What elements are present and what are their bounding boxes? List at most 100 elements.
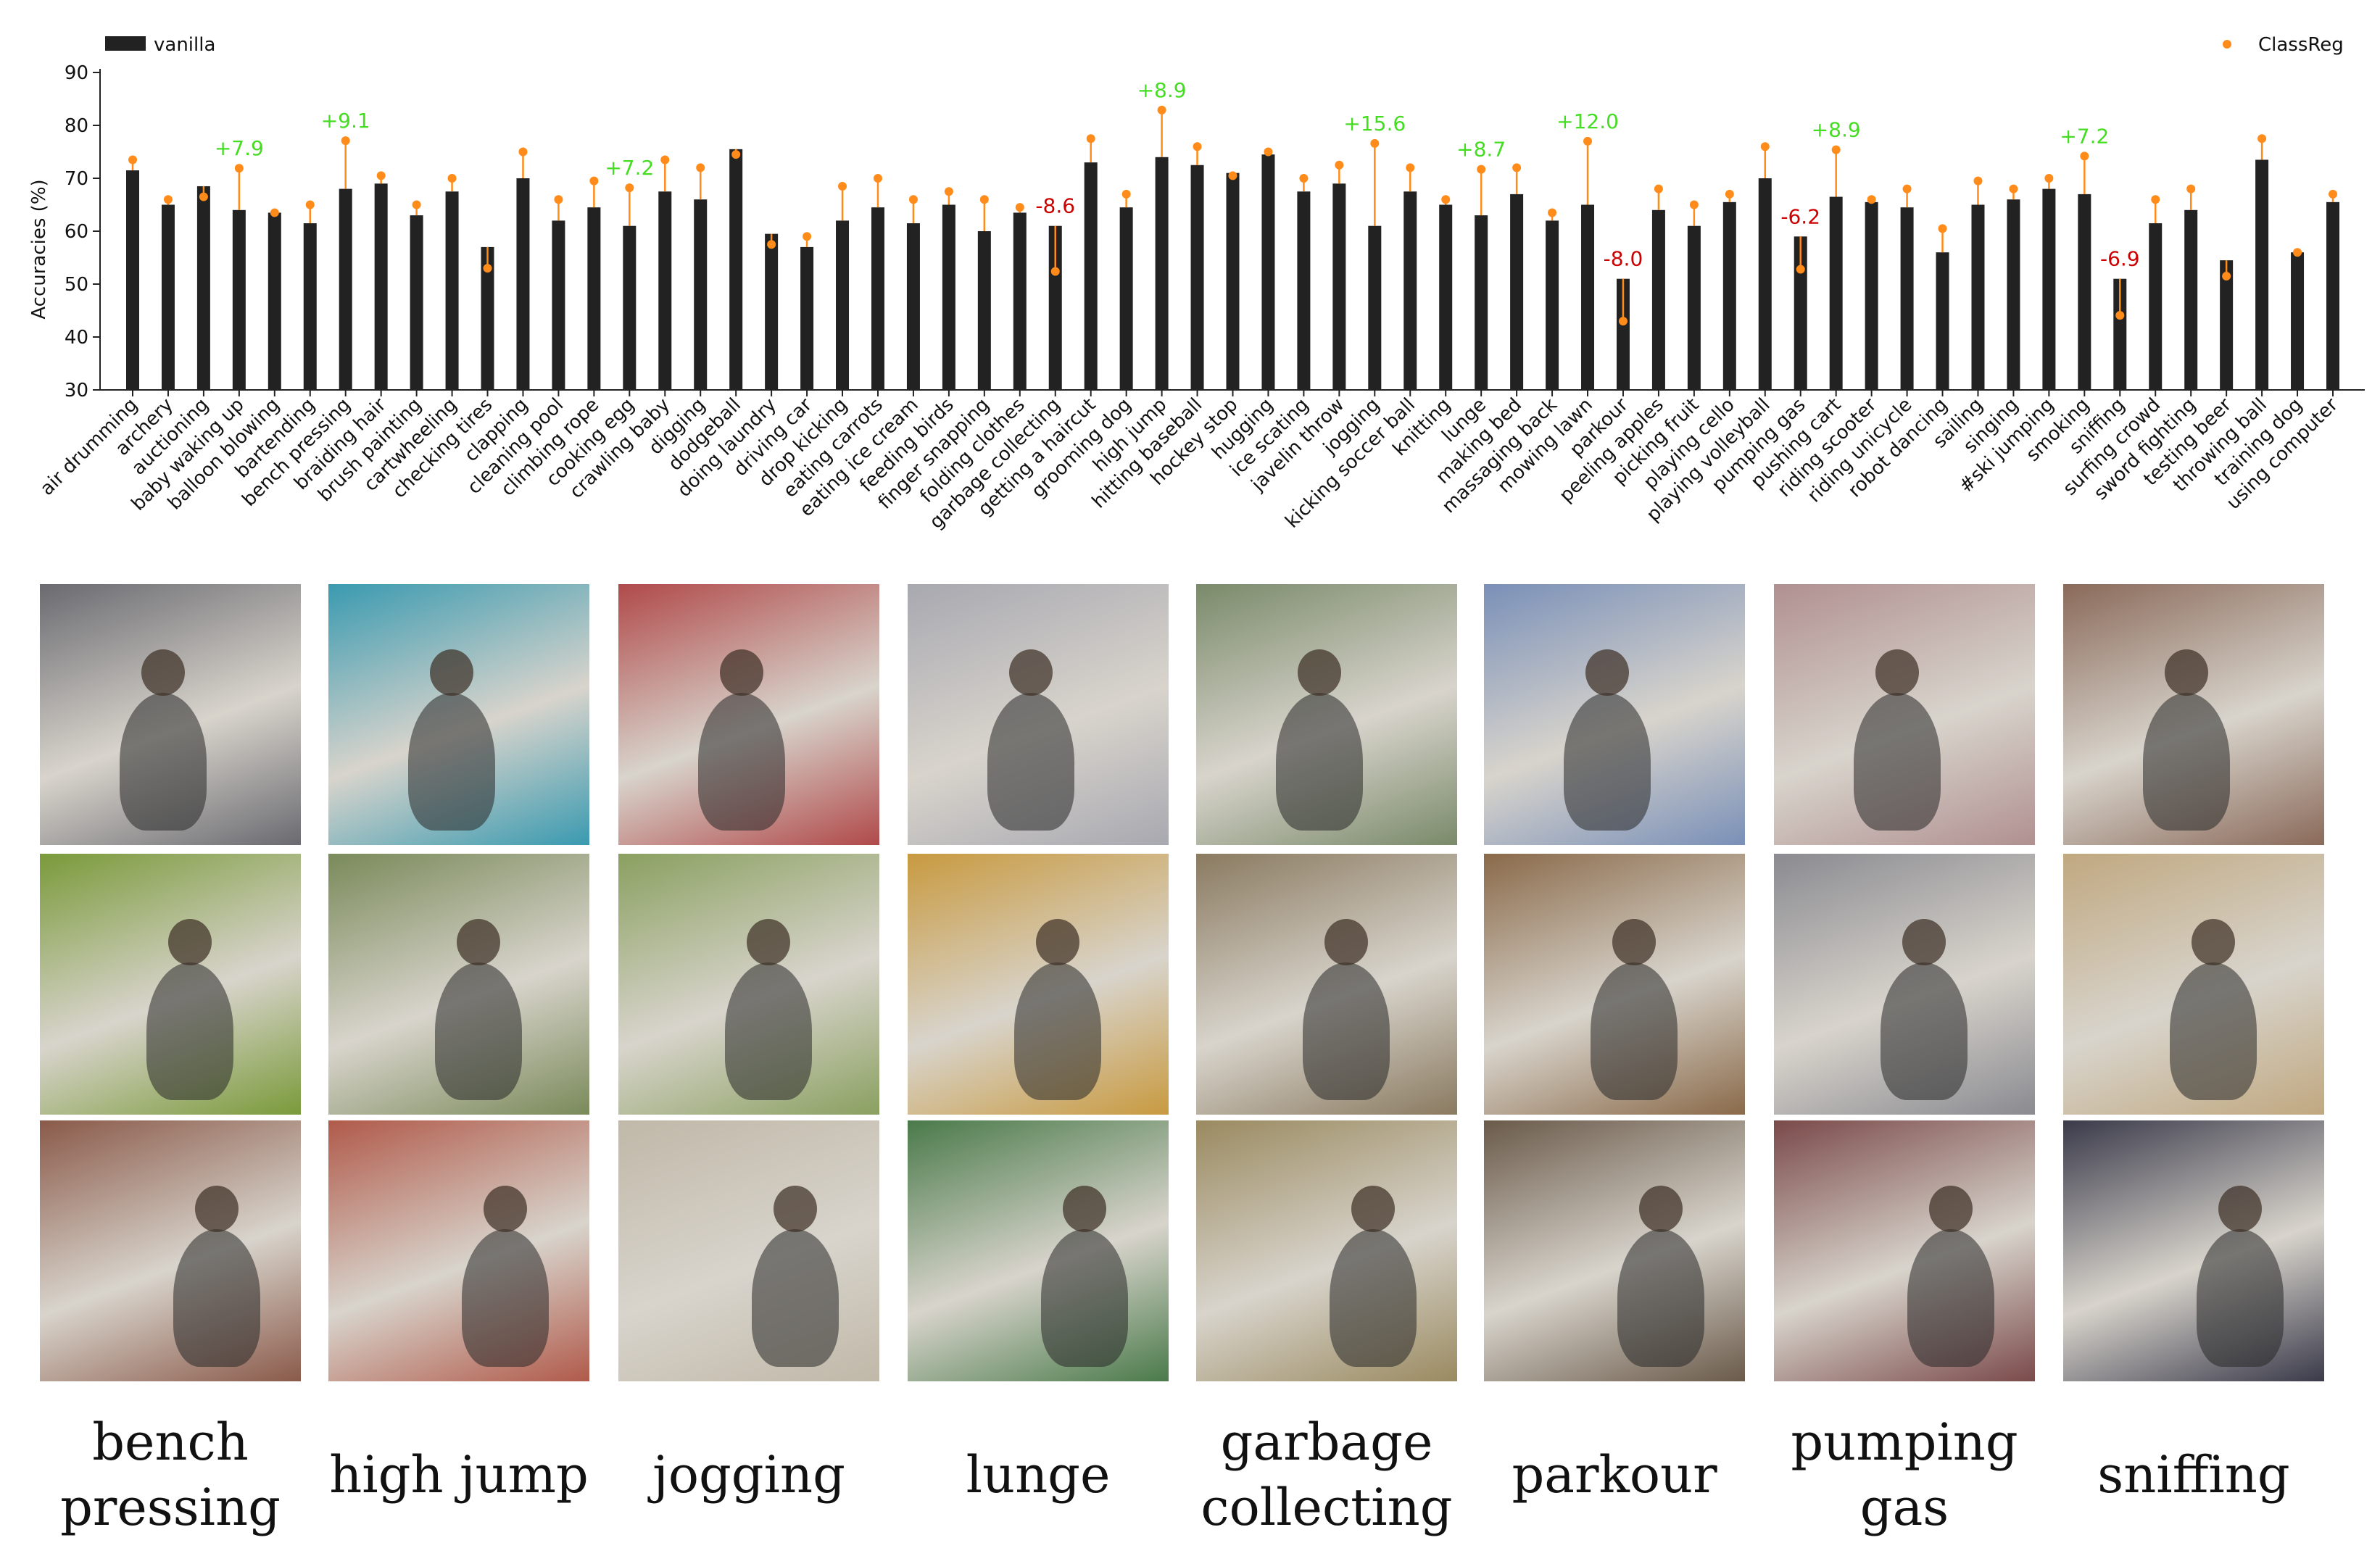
y-axis-label: Accuracies (%) [28, 179, 50, 319]
person-head [1298, 649, 1341, 696]
example-thumbnail [618, 584, 879, 845]
bar-vanilla [2291, 252, 2305, 390]
y-tick-label: 60 [65, 221, 88, 243]
bar-vanilla [1226, 172, 1240, 390]
bar-vanilla [1510, 194, 1524, 390]
example-thumbnail [1196, 1120, 1457, 1381]
bar-vanilla [836, 220, 850, 390]
bar-vanilla [1829, 196, 1843, 390]
person-silhouette [1041, 1229, 1128, 1367]
bar-vanilla [161, 204, 175, 390]
classreg-point [1512, 163, 1522, 172]
classreg-point [1157, 105, 1166, 115]
bar-vanilla [729, 149, 743, 390]
bar-vanilla [1332, 183, 1346, 391]
caption-line: pumping [1791, 1413, 2018, 1472]
classreg-point [1335, 160, 1344, 170]
action-caption: lunge [893, 1442, 1183, 1507]
bar-vanilla [126, 170, 139, 391]
legend-marker-classreg [2223, 40, 2231, 49]
caption-line: bench [92, 1413, 249, 1472]
caption-line: jogging [652, 1445, 845, 1505]
example-thumbnail [328, 584, 589, 845]
bar-vanilla [2326, 201, 2339, 390]
bar-vanilla [1048, 225, 1062, 390]
classreg-point [1725, 189, 1734, 199]
y-tick-label: 40 [65, 327, 88, 349]
classreg-point [412, 200, 421, 209]
example-thumbnail [908, 584, 1169, 845]
bar-vanilla [1900, 207, 1914, 390]
classreg-point [1228, 171, 1237, 180]
classreg-point [1193, 142, 1202, 151]
person-silhouette [2197, 1229, 2284, 1367]
person-silhouette [1854, 693, 1941, 831]
person-head [774, 1186, 817, 1232]
person-silhouette [1617, 1229, 1704, 1367]
person-silhouette [2170, 962, 2257, 1100]
legend-label-classreg: ClassReg [2258, 34, 2344, 56]
bar-vanilla [694, 199, 708, 390]
person-silhouette [146, 962, 233, 1100]
classreg-point [1654, 184, 1663, 194]
delta-annotation: +8.9 [1812, 118, 1861, 142]
caption-line: garbage [1220, 1413, 1433, 1472]
bar-vanilla [2042, 188, 2056, 390]
person-head [484, 1186, 527, 1232]
thumbnail-photo [2063, 1120, 2324, 1381]
person-silhouette [1564, 693, 1651, 831]
example-thumbnail [2063, 584, 2324, 845]
example-thumbnail [1774, 854, 2035, 1115]
classreg-point [518, 147, 528, 157]
bar-vanilla [1297, 191, 1311, 390]
delta-annotation: -8.6 [1035, 194, 1075, 218]
bar-vanilla [587, 207, 601, 390]
y-axis: 30 40 50 60 70 80 90 [65, 62, 2365, 402]
bar-vanilla [1865, 201, 1878, 390]
delta-annotation: +8.9 [1137, 78, 1187, 102]
bar-vanilla [2255, 159, 2269, 390]
bar-vanilla [2184, 209, 2198, 390]
example-thumbnail [1484, 584, 1745, 845]
classreg-point [128, 155, 137, 165]
classreg-point [838, 181, 847, 191]
classreg-point [1831, 145, 1841, 154]
classreg-point [1760, 142, 1770, 151]
delta-annotation: +9.1 [321, 109, 370, 133]
classreg-point [1796, 265, 1805, 274]
example-thumbnail [1196, 854, 1457, 1115]
example-thumbnail [1774, 1120, 2035, 1381]
classreg-point [2044, 174, 2054, 183]
classreg-point [1867, 195, 1876, 204]
bar-vanilla [268, 212, 281, 390]
y-tick-label: 70 [65, 168, 88, 190]
person-silhouette [987, 693, 1074, 831]
bar-vanilla [1190, 165, 1204, 390]
bar-vanilla [1439, 204, 1453, 390]
caption-line: pressing [60, 1478, 281, 1537]
bar-vanilla [942, 204, 955, 390]
person-silhouette [408, 693, 495, 831]
person-head [141, 649, 185, 696]
bar-vanilla [232, 209, 246, 390]
classreg-point [270, 208, 279, 217]
classreg-point [1441, 195, 1451, 204]
bar-vanilla [2149, 223, 2163, 390]
example-thumbnail [908, 1120, 1169, 1381]
example-thumbnail [1196, 584, 1457, 845]
delta-annotation: +7.2 [2060, 124, 2109, 148]
person-silhouette [1881, 962, 1968, 1100]
classreg-point [979, 195, 989, 204]
bar-vanilla [1403, 191, 1417, 390]
legend-label-vanilla: vanilla [154, 34, 215, 56]
classreg-point [873, 174, 882, 183]
bar-vanilla [445, 191, 459, 390]
classreg-point [2080, 151, 2089, 161]
bar-vanilla [481, 246, 494, 390]
person-head [1639, 1186, 1683, 1232]
bar-vanilla [2113, 278, 2127, 390]
bar-vanilla [1794, 236, 1807, 390]
classreg-point [944, 187, 953, 196]
person-silhouette [1276, 693, 1363, 831]
example-thumbnail [618, 1120, 879, 1381]
